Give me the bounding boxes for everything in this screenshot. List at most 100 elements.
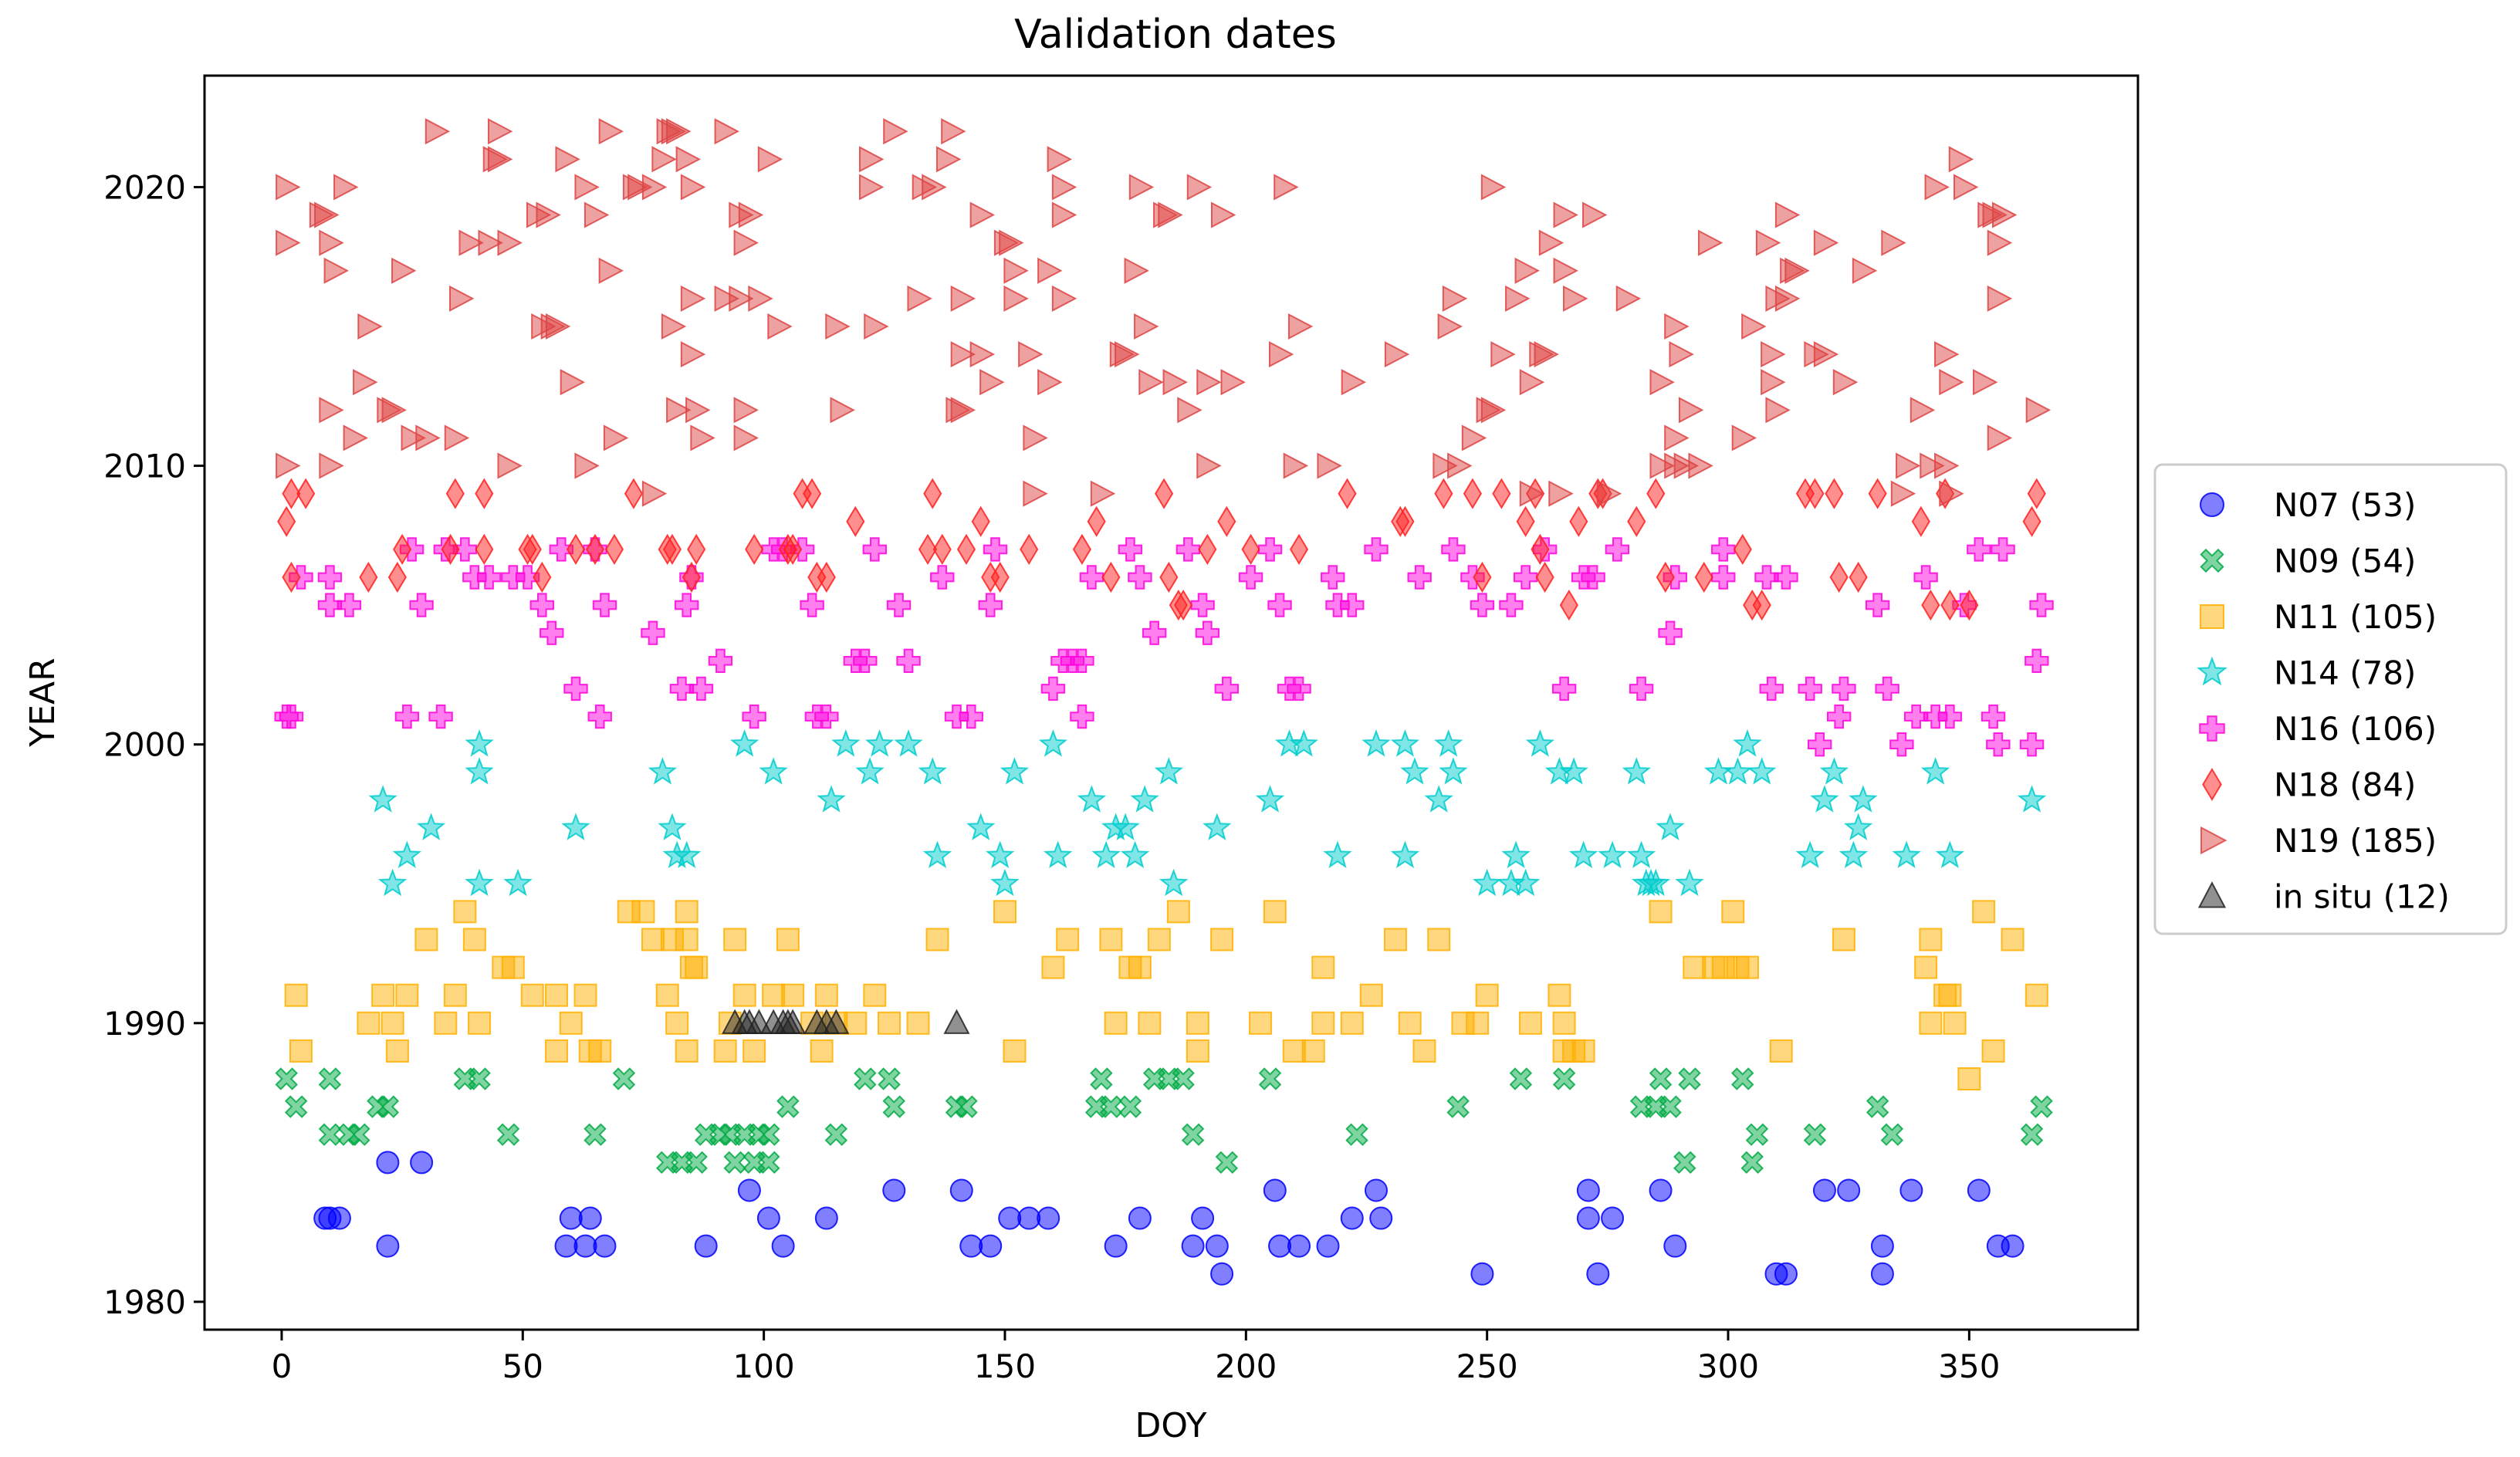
point-s2-82	[1552, 1011, 1576, 1035]
point-s0-35	[1470, 1262, 1494, 1286]
point-s2-0	[284, 983, 308, 1007]
point-s6-83	[969, 201, 996, 228]
point-s4-33	[800, 593, 824, 617]
point-s4-90	[1832, 676, 1856, 701]
point-s2-49	[925, 928, 949, 952]
point-s2-34	[723, 928, 747, 952]
point-s4-54	[1142, 620, 1167, 645]
point-s5-70	[1752, 589, 1771, 621]
point-s2-17	[545, 1039, 569, 1063]
point-s0-37	[1576, 1206, 1600, 1230]
point-s6-119	[1317, 452, 1342, 479]
point-s3-65	[1747, 757, 1777, 785]
point-s1-27	[854, 1067, 877, 1090]
point-s4-58	[1214, 676, 1240, 701]
point-s4-49	[1070, 704, 1094, 729]
point-s4-71	[1470, 593, 1495, 617]
point-s6-97	[1051, 174, 1077, 201]
point-s3-26	[1038, 729, 1068, 757]
point-s6-99	[1090, 480, 1116, 507]
point-s2-101	[1972, 900, 1996, 924]
point-s4-50	[1070, 648, 1094, 674]
point-s0-41	[1663, 1234, 1687, 1258]
point-s1-42	[1345, 1123, 1368, 1146]
point-s6-88	[1003, 257, 1029, 284]
series-2	[284, 900, 2048, 1090]
point-s2-79	[1518, 1011, 1542, 1035]
point-s3-34	[1154, 757, 1184, 785]
point-s3-36	[1202, 813, 1232, 840]
point-s3-28	[1077, 785, 1107, 813]
point-s4-52	[1118, 537, 1143, 562]
point-s6-53	[680, 285, 706, 312]
point-s4-45	[983, 537, 1008, 562]
point-s7-10	[823, 1009, 850, 1034]
legend-item-4: N16 (106)	[2199, 710, 2437, 748]
point-s6-29	[536, 201, 561, 228]
plot-area	[205, 76, 2138, 1330]
point-s1-11	[583, 1123, 607, 1146]
point-s3-77	[1636, 868, 1666, 897]
point-s6-87	[999, 229, 1024, 256]
point-s4-46	[1040, 676, 1066, 701]
x-tick-label: 300	[1697, 1347, 1759, 1385]
point-s6-34	[560, 369, 586, 396]
point-s2-14	[501, 955, 525, 979]
point-s2-104	[2024, 983, 2048, 1007]
point-s2-68	[1311, 955, 1335, 979]
point-s6-109	[1177, 397, 1202, 424]
point-s4-41	[930, 565, 955, 590]
point-s6-175	[1934, 341, 1960, 368]
point-s2-91	[1736, 955, 1760, 979]
point-s3-54	[1559, 757, 1588, 785]
point-s0-32	[1340, 1206, 1364, 1230]
point-s2-29	[675, 928, 698, 952]
point-s0-5	[554, 1234, 578, 1258]
point-s5-19	[662, 533, 682, 566]
point-s3-2	[392, 840, 422, 869]
point-s6-64	[733, 397, 759, 424]
point-s6-85	[979, 369, 1005, 396]
point-s5-44	[1174, 589, 1193, 621]
point-s3-10	[658, 813, 687, 840]
point-s6-22	[478, 229, 503, 256]
point-s5-64	[1627, 505, 1646, 537]
point-s6-26	[497, 229, 523, 256]
point-s6-47	[666, 118, 692, 145]
point-s6-177	[1939, 369, 1964, 396]
point-s6-176	[1934, 452, 1960, 479]
point-s4-35	[814, 704, 839, 729]
point-s6-138	[1538, 229, 1564, 256]
point-s2-86	[1683, 955, 1706, 979]
point-s3-18	[864, 729, 895, 757]
point-s5-66	[1656, 561, 1675, 593]
point-s5-49	[1338, 478, 1357, 509]
point-s0-29	[1268, 1234, 1292, 1258]
y-axis-ticks: 1980 1990 2000 2010 2020	[103, 168, 205, 1321]
point-s2-54	[1099, 928, 1123, 952]
point-s1-12	[612, 1067, 636, 1090]
point-s2-52	[1041, 955, 1065, 979]
point-s2-24	[641, 928, 665, 952]
point-s6-174	[1924, 174, 1950, 201]
point-s4-15	[515, 565, 540, 590]
point-s4-9	[428, 704, 453, 729]
point-s5-78	[1921, 589, 1940, 621]
point-s2-35	[732, 983, 756, 1007]
point-s5-40	[1101, 561, 1121, 593]
legend-marker	[2202, 768, 2222, 801]
point-s6-156	[1741, 313, 1767, 340]
point-s0-43	[1774, 1262, 1798, 1286]
legend-label: N16 (106)	[2274, 710, 2437, 748]
y-tick-label: 2020	[103, 168, 186, 206]
point-s6-5	[319, 229, 344, 256]
point-s5-80	[1940, 589, 1960, 621]
legend-label: in situ (12)	[2274, 878, 2450, 916]
point-s6-10	[357, 313, 383, 340]
point-s2-31	[685, 955, 709, 979]
series-6	[276, 118, 2052, 507]
point-s3-14	[759, 757, 788, 785]
point-s2-27	[665, 1011, 689, 1035]
point-s4-78	[1605, 537, 1630, 562]
point-s5-1	[282, 561, 301, 593]
